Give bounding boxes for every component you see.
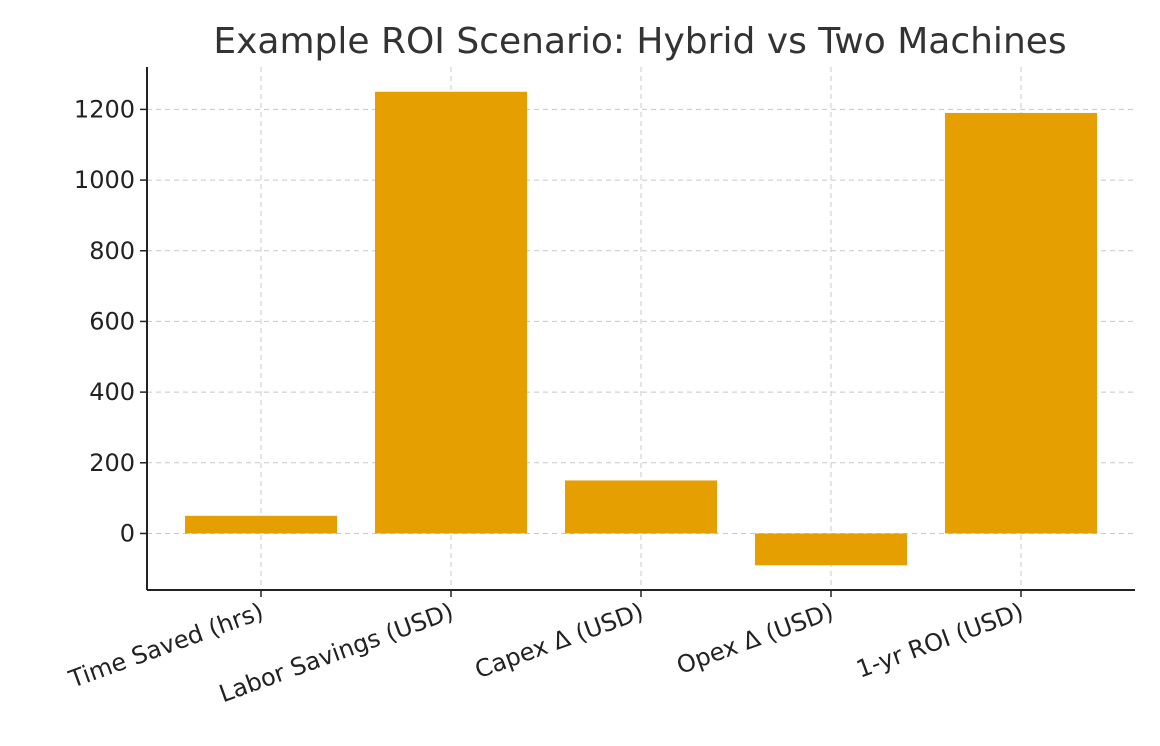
bar bbox=[375, 91, 527, 534]
y-tick-label: 400 bbox=[89, 378, 135, 406]
chart-title: Example ROI Scenario: Hybrid vs Two Mach… bbox=[213, 21, 1066, 62]
x-tick-label: 1-yr ROI (USD) bbox=[853, 597, 1027, 683]
y-tick-label: 600 bbox=[89, 307, 135, 335]
bar bbox=[945, 112, 1097, 534]
x-axis-ticks: Time Saved (hrs)Labor Savings (USD) Capex… bbox=[64, 590, 1027, 708]
x-tick-label: Capex Δ (USD) bbox=[471, 597, 647, 684]
bar bbox=[755, 533, 907, 566]
y-tick-label: 1000 bbox=[74, 166, 135, 194]
y-tick-label: 0 bbox=[120, 519, 135, 547]
bar bbox=[185, 515, 337, 534]
y-tick-label: 1200 bbox=[74, 95, 135, 123]
bars-layer bbox=[185, 91, 1097, 566]
x-tick-label: Opex Δ (USD) bbox=[673, 597, 837, 680]
y-tick-label: 800 bbox=[89, 237, 135, 265]
y-axis-ticks: 0 200 400 600 800 1000 1200 bbox=[74, 95, 147, 547]
bar bbox=[565, 480, 717, 534]
y-tick-label: 200 bbox=[89, 449, 135, 477]
